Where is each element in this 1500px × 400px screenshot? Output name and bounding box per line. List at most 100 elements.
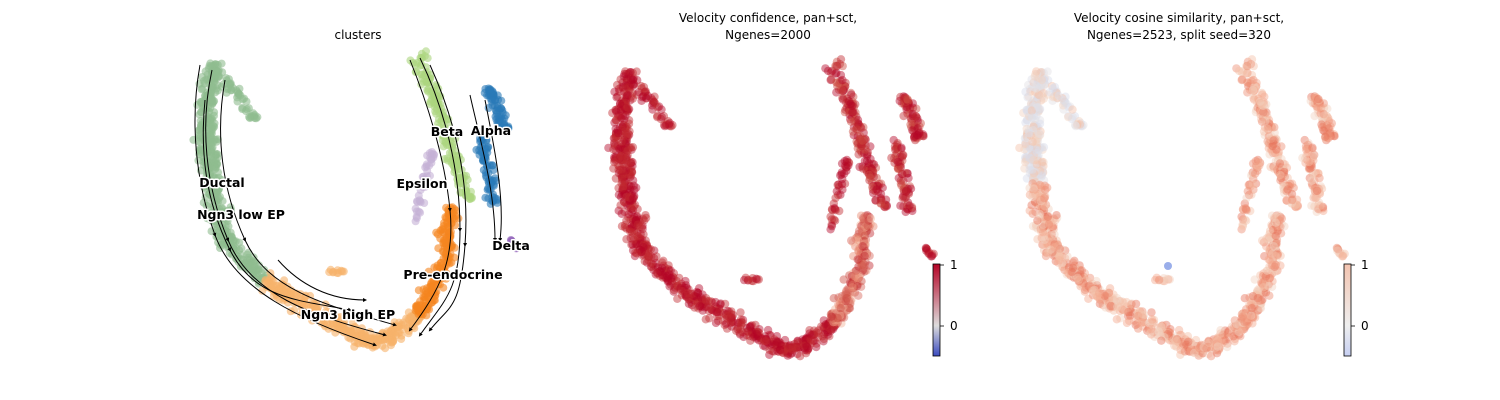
cell-point (643, 91, 653, 101)
cell-point (429, 288, 438, 297)
cell-point (194, 137, 203, 146)
cell-point (624, 116, 634, 125)
cell-point (1314, 94, 1323, 104)
cell-point (208, 95, 217, 104)
cell-point (632, 249, 641, 258)
cell-point (213, 86, 222, 95)
cell-point (618, 177, 627, 186)
cell-point (623, 146, 632, 155)
cell-point (1028, 137, 1037, 146)
cell-point (636, 234, 645, 243)
cell-point (1050, 230, 1059, 239)
cell-point (211, 68, 220, 76)
cell-point (840, 156, 849, 166)
cell-point (1052, 211, 1061, 220)
cell-point (611, 129, 621, 138)
colorbar-2-tick-1: 1 (1361, 258, 1369, 272)
cell-point (1035, 129, 1044, 139)
cell-point (1112, 315, 1122, 324)
cell-point (613, 126, 622, 135)
cell-point (627, 208, 636, 217)
cell-point (624, 129, 633, 139)
cell-point (621, 166, 630, 175)
cell-point (615, 123, 625, 132)
cell-point (622, 130, 631, 140)
cell-point (618, 111, 628, 120)
cell-point (632, 67, 641, 76)
cell-point (1043, 249, 1052, 258)
cell-point (616, 152, 625, 161)
confidence-points (604, 55, 938, 361)
cell-point (623, 103, 632, 112)
cell-point (1315, 173, 1324, 183)
cell-point (629, 194, 638, 203)
cell-point (387, 334, 396, 343)
cell-point (865, 170, 874, 180)
cell-point (217, 59, 226, 68)
streamline (202, 99, 352, 312)
cell-point (628, 94, 637, 103)
cell-point (1308, 143, 1317, 152)
cell-point (628, 75, 637, 84)
cell-point (417, 54, 426, 63)
cell-point (416, 186, 425, 194)
cell-point (622, 155, 631, 164)
cell-point (1184, 337, 1193, 346)
cell-point (641, 211, 650, 220)
cell-point (617, 170, 626, 180)
velocity-cosine-similarity-panel: Velocity cosine similarity, pan+sct, Nge… (1015, 11, 1369, 361)
cell-point (1071, 121, 1081, 131)
cell-point (604, 143, 613, 153)
cluster-labels: Ductal Ngn3 low EP Ngn3 high EP Pre-endo… (196, 122, 532, 324)
cell-point (615, 112, 624, 121)
cell-point (1298, 153, 1307, 163)
cell-point (1034, 103, 1043, 112)
cell-point (222, 76, 231, 85)
cell-point (623, 90, 633, 100)
cluster-label-ngn3-low-ep: Ngn3 low EP (197, 207, 285, 222)
cell-point (627, 228, 637, 237)
cell-point (610, 153, 619, 162)
cell-point (425, 149, 434, 158)
cell-point (618, 120, 628, 130)
cell-point (627, 157, 636, 166)
cell-point (621, 103, 630, 113)
cell-point (626, 96, 635, 105)
cell-point (1122, 297, 1131, 307)
cell-point (846, 117, 856, 126)
cell-point (1068, 263, 1078, 273)
cell-point (624, 209, 633, 219)
velocity-streamlines (194, 57, 503, 347)
cell-point (1264, 255, 1273, 264)
cell-point (1316, 201, 1325, 210)
cell-point (623, 123, 632, 132)
cell-point (612, 115, 621, 125)
cell-point (633, 76, 642, 85)
cell-point (903, 94, 912, 104)
cell-point (624, 170, 634, 179)
cell-point (736, 308, 745, 317)
cell-point (629, 235, 638, 244)
cell-point (628, 158, 637, 167)
cell-point (610, 154, 619, 163)
cell-point (617, 155, 626, 165)
panel3-title-line2: Ngenes=2523, split seed=320 (1087, 28, 1271, 42)
cell-point (423, 172, 431, 181)
cell-point (620, 171, 629, 180)
cell-point (838, 75, 847, 85)
cell-point (622, 156, 631, 165)
cell-point (1242, 193, 1251, 203)
cell-point (612, 107, 621, 116)
cell-point (207, 208, 216, 217)
cell-point (627, 92, 636, 101)
cell-point (620, 177, 630, 186)
cell-point (616, 99, 625, 108)
cell-point (613, 80, 622, 90)
cell-point (621, 70, 631, 79)
cell-point (612, 130, 621, 139)
cell-point (202, 129, 211, 138)
cell-point (618, 100, 627, 110)
cell-point (1276, 170, 1285, 180)
cell-point (622, 77, 632, 86)
cell-point (1312, 186, 1322, 196)
